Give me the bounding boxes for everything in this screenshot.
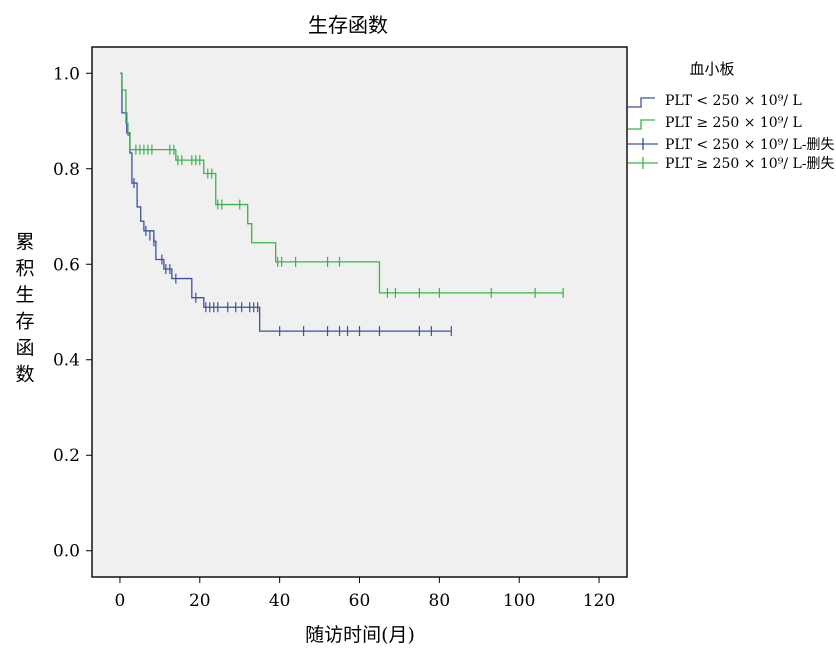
x-tick-label: 20 (189, 591, 211, 611)
y-axis-title-char: 函 (15, 337, 34, 359)
legend-label: PLT < 250 × 10⁹/ L (665, 93, 802, 109)
y-tick-label: 1.0 (53, 64, 80, 84)
series-layer (119, 72, 564, 337)
x-tick-label: 100 (503, 591, 535, 611)
legend-title: 血小板 (689, 60, 734, 78)
y-tick-label: 0.0 (53, 542, 80, 562)
survival-curve-plt-high (119, 72, 564, 294)
survival-curve-plt-low (119, 72, 452, 332)
y-tick-label: 0.8 (53, 160, 80, 180)
y-axis-title-char: 数 (15, 364, 34, 386)
x-tick-label: 80 (429, 591, 451, 611)
legend-label: PLT < 250 × 10⁹/ L-删失 (665, 137, 835, 153)
x-tick-label: 40 (269, 591, 291, 611)
legend-label: PLT ≥ 250 × 10⁹/ L (665, 115, 802, 131)
legend: 血小板 PLT < 250 × 10⁹/ L PLT ≥ 250 × 10⁹/ L… (628, 60, 835, 172)
legend-swatch-step (628, 119, 655, 130)
y-axis-title-char: 存 (15, 311, 34, 333)
x-tick-label: 0 (115, 591, 126, 611)
legend-label: PLT ≥ 250 × 10⁹/ L-删失 (665, 156, 835, 172)
plot-area (91, 46, 628, 578)
y-axis: 0.0 0.2 0.4 0.6 0.8 1.0 (53, 64, 92, 562)
y-axis-title-char: 积 (15, 258, 34, 280)
y-tick-label: 0.6 (53, 255, 80, 275)
y-axis-title: 累积生存函数 (15, 231, 34, 386)
chart-title: 生存函数 (308, 13, 388, 37)
y-axis-title-char: 累 (15, 231, 34, 253)
x-axis: 0 20 40 60 80 100 120 (115, 577, 615, 611)
legend-swatch-step (628, 97, 655, 108)
y-tick-label: 0.4 (53, 351, 80, 371)
y-tick-label: 0.2 (53, 446, 80, 466)
x-tick-label: 120 (583, 591, 615, 611)
y-axis-title-char: 生 (15, 284, 34, 306)
x-tick-label: 60 (349, 591, 371, 611)
x-axis-title: 随访时间(月) (305, 624, 415, 646)
